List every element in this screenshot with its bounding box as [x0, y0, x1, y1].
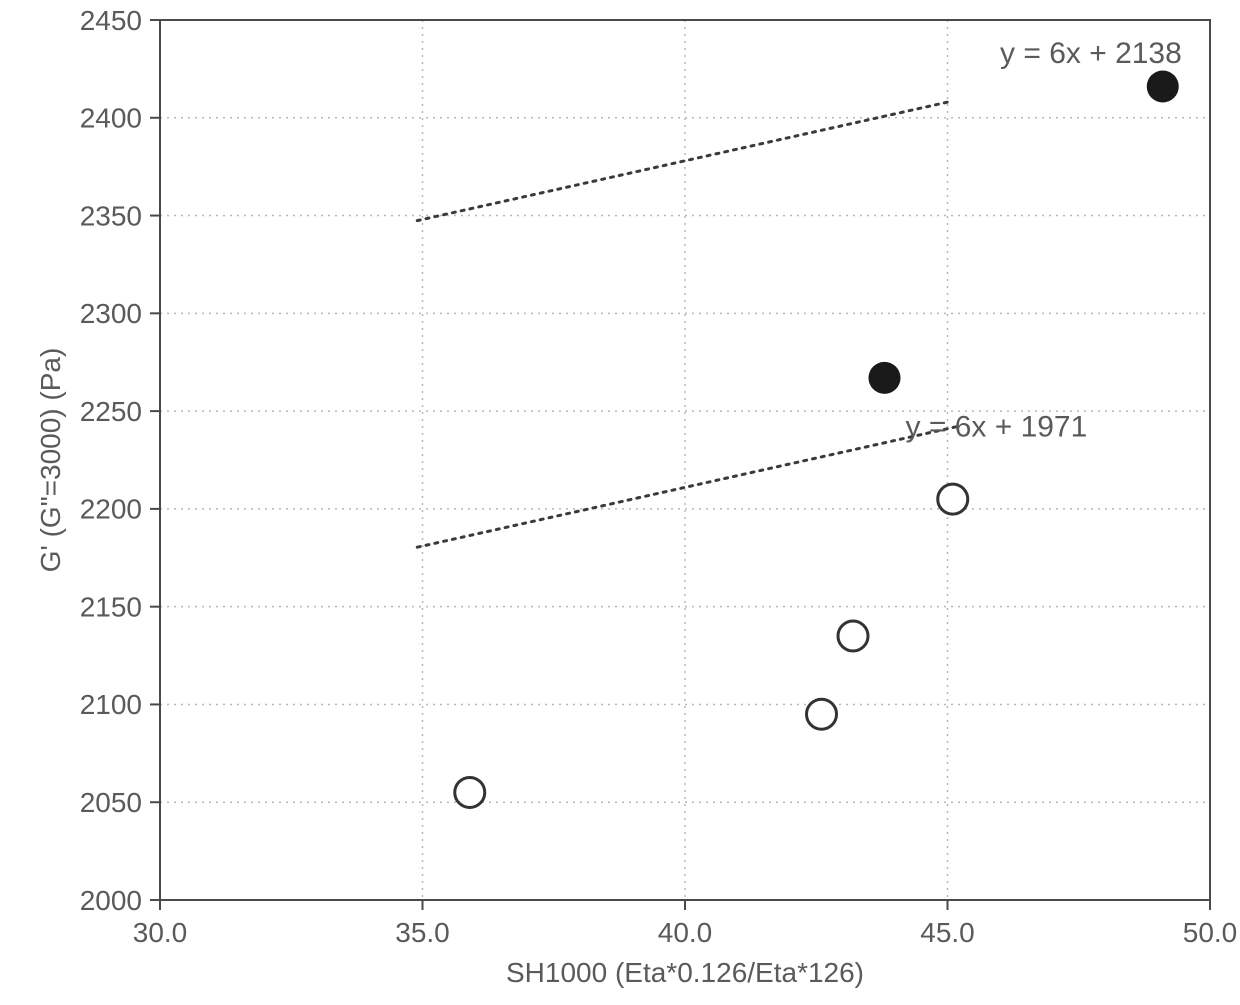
point-open-circles — [838, 621, 868, 651]
x-tick-label: 50.0 — [1183, 917, 1238, 948]
y-axis-label: G' (G"=3000) (Pa) — [35, 348, 66, 573]
y-tick-label: 2000 — [80, 885, 142, 916]
point-open-circles — [455, 777, 485, 807]
scatter-chart: 30.0 35.0 40.0 45.0 50.0 2000 2050 2100 2150 2200… — [0, 0, 1240, 1005]
y-tick-label: 2150 — [80, 591, 142, 622]
y-tick-label: 2050 — [80, 787, 142, 818]
trendline-label-lower-line: y = 6x + 1971 — [906, 411, 1088, 444]
trendline-label-upper-line: y = 6x + 2138 — [1000, 37, 1182, 70]
y-tick-label: 2200 — [80, 494, 142, 525]
x-axis-label: SH1000 (Eta*0.126/Eta*126) — [506, 957, 864, 988]
point-filled-circles — [869, 362, 901, 394]
y-tick-label: 2300 — [80, 298, 142, 329]
y-tick-label: 2400 — [80, 103, 142, 134]
x-tick-label: 45.0 — [920, 917, 975, 948]
x-tick-label: 30.0 — [133, 917, 188, 948]
chart-svg: 30.0 35.0 40.0 45.0 50.0 2000 2050 2100 2150 2200… — [0, 0, 1240, 1005]
point-open-circles — [938, 484, 968, 514]
point-open-circles — [807, 699, 837, 729]
y-tick-label: 2100 — [80, 689, 142, 720]
point-filled-circles — [1147, 70, 1179, 102]
x-tick-label: 35.0 — [395, 917, 450, 948]
x-tick-label: 40.0 — [658, 917, 713, 948]
y-tick-label: 2450 — [80, 5, 142, 36]
y-tick-label: 2250 — [80, 396, 142, 427]
y-tick-label: 2350 — [80, 200, 142, 231]
